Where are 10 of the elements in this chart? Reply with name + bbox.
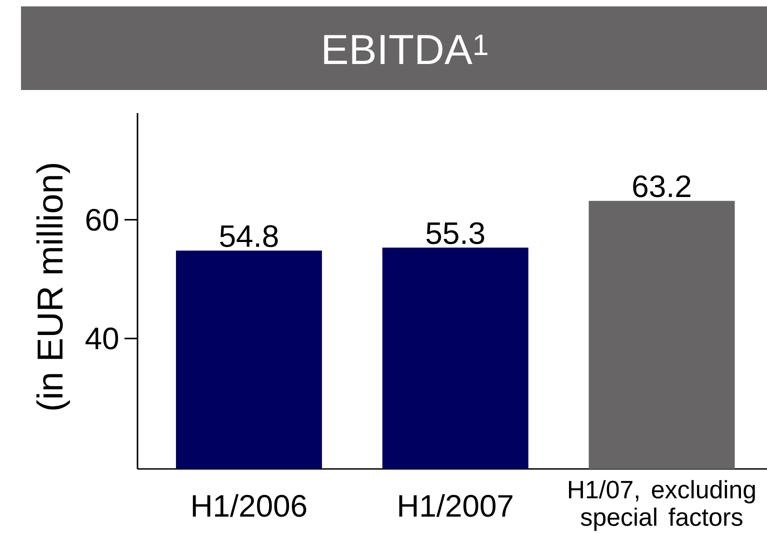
data-label: 55.3 [426, 222, 484, 244]
data-label: 63.2 [633, 175, 690, 198]
y-axis-title: (in EUR million) [36, 164, 70, 410]
x-tick-label: H1/2006 [192, 494, 306, 517]
y-tick-label: 60 [86, 208, 118, 231]
x-tick-label: H1/2007 [399, 494, 512, 517]
y-tick-label: 40 [86, 327, 118, 350]
chart-title: EBITDA$^{1}$ [324, 34, 488, 64]
data-label: 54.8 [220, 225, 278, 248]
x-tick-label: H1/07, excluding special factors [568, 480, 755, 531]
